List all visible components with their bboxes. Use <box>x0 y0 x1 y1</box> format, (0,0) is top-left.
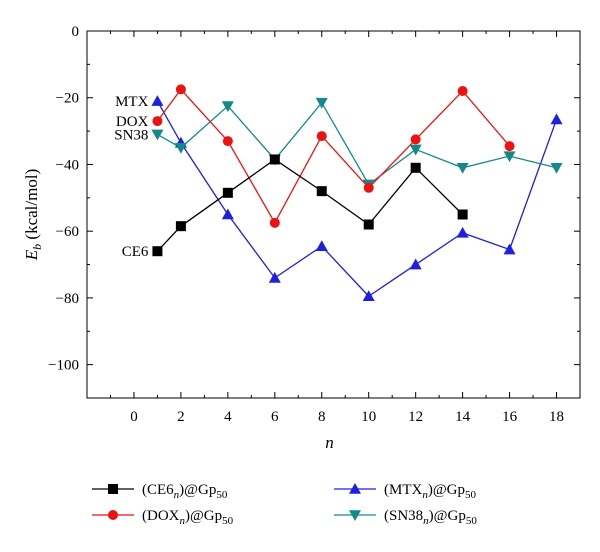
x-tick-label: 16 <box>502 409 518 425</box>
x-tick-label: 0 <box>130 409 138 425</box>
y-tick-label: 0 <box>72 24 80 40</box>
y-tick-label: −100 <box>48 358 79 374</box>
point-sn38 <box>409 144 422 156</box>
point-mtx <box>268 271 281 283</box>
series-labels: CE6 DOX MTX SN38 <box>114 94 149 260</box>
legend-marker-mtx <box>349 483 361 494</box>
point-ce6 <box>316 186 327 197</box>
point-mtx <box>503 243 516 255</box>
x-tick-label: 18 <box>549 409 564 425</box>
point-mtx <box>151 95 164 106</box>
point-dox <box>175 84 186 95</box>
series-label-mtx: MTX <box>115 94 149 110</box>
point-sn38 <box>174 142 187 154</box>
y-tick-label: −80 <box>56 291 79 307</box>
y-tick-label: −20 <box>56 91 79 107</box>
x-tick-label: 12 <box>408 409 423 425</box>
point-sn38 <box>503 151 516 163</box>
point-sn38 <box>456 162 469 174</box>
point-mtx <box>221 208 234 220</box>
y-tick-label: −40 <box>56 157 79 173</box>
series-line-sn38 <box>157 101 557 186</box>
point-mtx <box>409 258 422 270</box>
point-dox <box>269 217 280 228</box>
point-ce6 <box>410 162 421 173</box>
y-tick-label: −60 <box>56 224 79 240</box>
point-mtx <box>550 113 563 125</box>
point-ce6 <box>363 219 374 230</box>
legend-label-dox: (DOXn)@Gp50 <box>142 508 234 527</box>
point-dox <box>152 116 163 127</box>
point-sn38 <box>151 129 164 141</box>
point-sn38 <box>550 162 563 174</box>
point-sn38 <box>221 101 234 113</box>
axis-ticks <box>87 30 581 399</box>
point-ce6 <box>457 209 468 220</box>
x-tick-label: 14 <box>455 409 471 425</box>
series-label-sn38: SN38 <box>114 127 148 143</box>
x-tick-label: 8 <box>318 409 326 425</box>
x-tick-label: 10 <box>361 409 376 425</box>
legend-marker-ce6 <box>108 484 118 494</box>
series-line-dox <box>156 88 511 225</box>
legend-marker-sn38 <box>349 510 361 521</box>
point-dox <box>363 182 374 193</box>
point-dox <box>222 136 233 147</box>
series-lines <box>156 88 558 298</box>
x-tick-label: 4 <box>224 409 232 425</box>
point-ce6 <box>269 154 280 165</box>
point-dox <box>410 134 421 145</box>
plot-frame <box>86 30 581 399</box>
series-markers <box>151 84 563 302</box>
point-dox <box>316 131 327 142</box>
legend-label-ce6: (CE6n)@Gp50 <box>142 482 228 501</box>
x-tick-label: 6 <box>271 409 279 425</box>
point-dox <box>504 141 515 152</box>
series-label-dox: DOX <box>116 114 149 130</box>
point-mtx <box>362 290 375 302</box>
legend: (CE6n)@Gp50 (DOXn)@Gp50 (MTXn)@Gp50 (SN38n)… <box>92 482 477 527</box>
x-tick-label: 2 <box>177 409 185 425</box>
y-axis-title: Eb (kcal/mol) <box>22 169 44 261</box>
legend-label-mtx: (MTXn)@Gp50 <box>384 482 476 501</box>
point-dox <box>457 86 468 97</box>
tick-labels: 0 2 4 6 8 10 12 14 16 18 0 −20 −40 −60 −80 −100 <box>48 24 564 425</box>
axis-titles: n Eb (kcal/mol) <box>22 169 334 452</box>
point-ce6 <box>152 246 163 257</box>
x-axis-title: n <box>325 433 334 452</box>
point-mtx <box>315 240 328 251</box>
point-ce6 <box>222 187 233 198</box>
point-ce6 <box>175 221 186 232</box>
series-label-ce6: CE6 <box>122 244 149 260</box>
series-line-ce6 <box>156 158 464 252</box>
point-mtx <box>456 226 469 238</box>
point-sn38 <box>315 97 328 109</box>
legend-marker-dox <box>108 510 118 520</box>
series-line-mtx <box>156 100 558 298</box>
legend-label-sn38: (SN38n)@Gp50 <box>384 508 477 527</box>
